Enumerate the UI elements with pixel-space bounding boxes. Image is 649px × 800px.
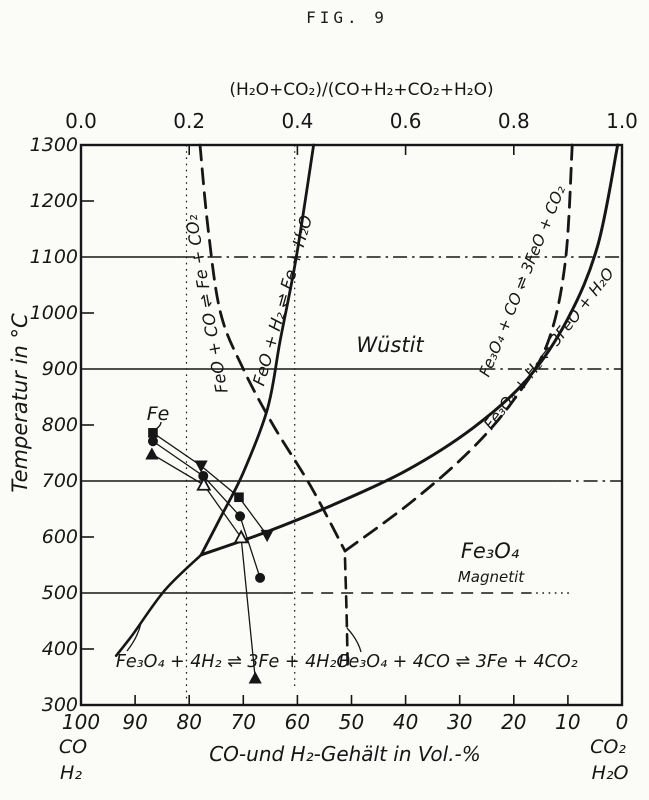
data-point-triangle-open bbox=[233, 529, 249, 544]
data-series bbox=[145, 428, 274, 684]
top-axis-tick-label: 0.6 bbox=[390, 109, 422, 133]
curve-fe3o4-h2-feo bbox=[199, 143, 620, 557]
data-point-circle bbox=[198, 470, 209, 481]
axis-labels: (H₂O+CO₂)/(CO+H₂+CO₂+H₂O) 0.0 0.2 0.4 0.6 0.8… bbox=[8, 80, 638, 784]
left-axis-tick-label: 800 bbox=[42, 414, 78, 436]
top-axis-tick-label: 0.0 bbox=[65, 109, 97, 133]
bottom-axis-tick-label: 0 bbox=[616, 710, 629, 734]
left-axis-tick-label: 600 bbox=[42, 526, 78, 548]
bottom-axis-title: CO-und H₂-Gehält in Vol.-% bbox=[209, 742, 481, 766]
curve-feo-h2-fe bbox=[199, 143, 316, 557]
data-point-triangle-up bbox=[248, 671, 262, 684]
top-axis-title: (H₂O+CO₂)/(CO+H₂+CO₂+H₂O) bbox=[229, 80, 493, 100]
region-labels: Fe Wüstit Fe₃O₄ Magnetit bbox=[147, 333, 526, 586]
region-label: Magnetit bbox=[458, 568, 525, 586]
data-point-triangle-down bbox=[260, 529, 274, 543]
bottom-axis-tick-label: 40 bbox=[393, 710, 418, 734]
series-run-squares bbox=[148, 428, 274, 543]
data-point-square bbox=[148, 428, 158, 438]
reaction-label: Fe₃O₄ + 4H₂ ⇌ 3Fe + 4H₂O bbox=[116, 652, 351, 672]
data-point-circle bbox=[255, 572, 266, 583]
left-axis-tick-label: 900 bbox=[42, 358, 78, 380]
top-axis-tick-label: 0.4 bbox=[281, 109, 313, 133]
bottom-axis-tick-label: 60 bbox=[285, 710, 310, 734]
curve-fe3o4-co-feo bbox=[343, 143, 574, 553]
figure-title: FIG. 9 bbox=[306, 8, 388, 27]
left-axis-tick-label: 700 bbox=[42, 470, 78, 492]
leader-line bbox=[346, 627, 362, 653]
left-axis-tick-label: 500 bbox=[42, 582, 78, 604]
region-label: Fe₃O₄ bbox=[461, 539, 520, 563]
series-run-triangles bbox=[145, 447, 262, 684]
bottom-axis-tick-label: 50 bbox=[339, 710, 364, 734]
bottom-axis-tick-label: 10 bbox=[555, 710, 580, 734]
corner-label-h2: H₂ bbox=[60, 762, 82, 784]
bottom-axis-tick-label: 80 bbox=[176, 710, 201, 734]
bottom-axis-tick-label: 100 bbox=[62, 710, 100, 734]
data-point-triangle-up bbox=[145, 447, 159, 460]
data-point-circle bbox=[147, 436, 158, 447]
reaction-label: FeO + CO ⇌ Fe + CO₂ bbox=[181, 213, 231, 395]
data-point-triangle-down bbox=[194, 460, 208, 473]
top-axis-tick-label: 0.8 bbox=[498, 109, 530, 133]
bottom-axis-tick-label: 90 bbox=[122, 710, 147, 734]
left-axis-tick-label: 400 bbox=[42, 638, 78, 660]
curve-fe3o4-co-fe bbox=[343, 556, 350, 670]
bottom-axis-tick-label: 20 bbox=[501, 710, 526, 734]
corner-label-co: CO bbox=[59, 736, 87, 758]
series-line bbox=[152, 432, 268, 536]
bottom-axis-tick-label: 30 bbox=[447, 710, 472, 734]
left-axis-tick-label: 1300 bbox=[30, 134, 78, 156]
corner-label-h2o: H₂O bbox=[592, 762, 629, 784]
gridlines bbox=[81, 145, 622, 703]
left-axis-tick-label: 1100 bbox=[30, 246, 78, 268]
left-axis-tick-label: 1000 bbox=[30, 302, 78, 324]
left-axis-tick-label: 300 bbox=[42, 694, 78, 716]
corner-label-co2: CO₂ bbox=[590, 736, 626, 758]
series-line bbox=[152, 440, 261, 579]
equilibrium-curves bbox=[114, 143, 620, 670]
region-label: Fe bbox=[147, 403, 170, 425]
data-point-circle bbox=[235, 511, 246, 522]
data-point-square bbox=[234, 492, 244, 503]
region-label: Wüstit bbox=[356, 333, 424, 357]
top-axis-tick-label: 0.2 bbox=[173, 109, 205, 133]
data-point-triangle-open bbox=[196, 476, 212, 491]
axis-ticks bbox=[81, 145, 569, 705]
leader-line bbox=[126, 622, 142, 652]
series-run-circles bbox=[147, 436, 266, 583]
left-axis-tick-label: 1200 bbox=[30, 190, 78, 212]
reaction-label: FeO + H₂ ⇌ Fe + H₂O bbox=[249, 213, 316, 388]
top-axis-tick-label: 1.0 bbox=[606, 109, 638, 133]
curve-fe3o4-h2-fe bbox=[114, 553, 203, 658]
reaction-label: Fe₃O₄ + 4CO ⇌ 3Fe + 4CO₂ bbox=[338, 652, 577, 672]
curve-feo-co-fe bbox=[198, 143, 347, 553]
series-line bbox=[151, 453, 256, 679]
left-axis-title: Temperatur in °C bbox=[8, 313, 32, 493]
bottom-axis-tick-label: 70 bbox=[231, 710, 256, 734]
